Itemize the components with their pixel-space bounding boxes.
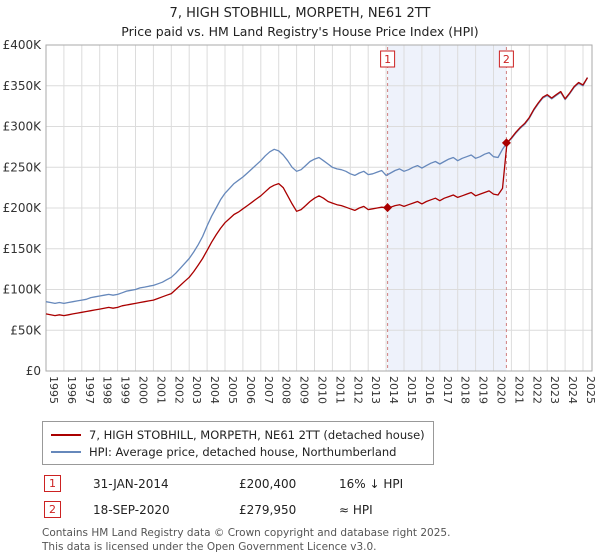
svg-text:2013: 2013 — [369, 376, 382, 404]
svg-text:2008: 2008 — [280, 376, 293, 404]
price-history-chart: 1995 1996 1997 1998 1999 2000 2001 2002 2003 2004… — [3, 39, 597, 404]
svg-text:2024: 2024 — [566, 376, 579, 404]
sale-row-2: 2 18-SEP-2020 £279,950 ≈ HPI — [44, 501, 600, 518]
legend-label-property: 7, HIGH STOBHILL, MORPETH, NE61 2TT (det… — [89, 427, 425, 442]
svg-text:2018: 2018 — [459, 376, 472, 404]
sale-1-price: £200,400 — [239, 476, 297, 491]
svg-text:2009: 2009 — [298, 376, 311, 404]
svg-text:2001: 2001 — [154, 376, 167, 404]
sale-1-date: 31-JAN-2014 — [93, 476, 169, 491]
svg-text:£100K: £100K — [3, 283, 43, 297]
svg-text:1: 1 — [384, 53, 391, 66]
svg-text:2000: 2000 — [137, 376, 150, 404]
svg-text:2003: 2003 — [190, 376, 203, 404]
svg-text:£50K: £50K — [10, 323, 42, 337]
svg-text:2002: 2002 — [172, 376, 185, 404]
svg-text:2004: 2004 — [208, 376, 221, 404]
svg-text:1999: 1999 — [119, 376, 132, 404]
sale-row-1: 1 31-JAN-2014 £200,400 16% ↓ HPI — [44, 475, 600, 492]
legend-item-property: 7, HIGH STOBHILL, MORPETH, NE61 2TT (det… — [51, 426, 425, 443]
svg-text:2022: 2022 — [530, 376, 543, 404]
svg-text:2007: 2007 — [262, 376, 275, 404]
sale-1-marker: 1 — [44, 475, 61, 492]
svg-text:2020: 2020 — [495, 376, 508, 404]
svg-text:1996: 1996 — [65, 376, 78, 404]
svg-text:£0: £0 — [26, 364, 41, 378]
attribution-footer: Contains HM Land Registry data © Crown c… — [42, 527, 600, 554]
svg-text:£350K: £350K — [3, 79, 43, 93]
legend-swatch-hpi — [51, 450, 81, 453]
sale-2-vs-hpi: ≈ HPI — [339, 502, 373, 517]
svg-text:2021: 2021 — [512, 376, 525, 404]
svg-text:2019: 2019 — [477, 376, 490, 404]
svg-text:£150K: £150K — [3, 242, 43, 256]
chart-subtitle: Price paid vs. HM Land Registry's House … — [121, 24, 479, 39]
legend-swatch-property — [51, 433, 81, 436]
svg-text:2005: 2005 — [226, 376, 239, 404]
chart-title: 7, HIGH STOBHILL, MORPETH, NE61 2TT — [169, 6, 431, 21]
svg-text:£400K: £400K — [3, 39, 43, 52]
svg-text:1995: 1995 — [47, 376, 60, 404]
svg-text:2: 2 — [503, 53, 510, 66]
svg-text:£300K: £300K — [3, 120, 43, 134]
svg-text:2015: 2015 — [405, 376, 418, 404]
legend-item-hpi: HPI: Average price, detached house, Nort… — [51, 443, 425, 460]
sales-table: 1 31-JAN-2014 £200,400 16% ↓ HPI 2 18-SE… — [44, 475, 600, 518]
chart-legend: 7, HIGH STOBHILL, MORPETH, NE61 2TT (det… — [42, 421, 434, 465]
chart-header: 7, HIGH STOBHILL, MORPETH, NE61 2TT Pric… — [0, 0, 600, 39]
svg-text:2011: 2011 — [333, 376, 346, 404]
sale-2-marker: 2 — [44, 501, 61, 518]
sale-2-price: £279,950 — [239, 502, 297, 517]
legend-label-hpi: HPI: Average price, detached house, Nort… — [89, 444, 397, 459]
sale-1-vs-hpi: 16% ↓ HPI — [339, 476, 404, 491]
svg-text:2014: 2014 — [387, 376, 400, 404]
svg-text:2023: 2023 — [548, 376, 561, 404]
svg-text:2016: 2016 — [423, 376, 436, 404]
svg-text:1998: 1998 — [101, 376, 114, 404]
svg-text:£200K: £200K — [3, 201, 43, 215]
sale-2-date: 18-SEP-2020 — [93, 502, 170, 517]
svg-text:2025: 2025 — [584, 376, 597, 404]
svg-text:2017: 2017 — [441, 376, 454, 404]
svg-text:2006: 2006 — [244, 376, 257, 404]
svg-text:2012: 2012 — [351, 376, 364, 404]
svg-text:2010: 2010 — [316, 376, 329, 404]
svg-text:£250K: £250K — [3, 160, 43, 174]
svg-text:1997: 1997 — [83, 376, 96, 404]
attribution-line-1: Contains HM Land Registry data © Crown c… — [42, 527, 451, 539]
attribution-line-2: This data is licensed under the Open Gov… — [42, 540, 377, 553]
